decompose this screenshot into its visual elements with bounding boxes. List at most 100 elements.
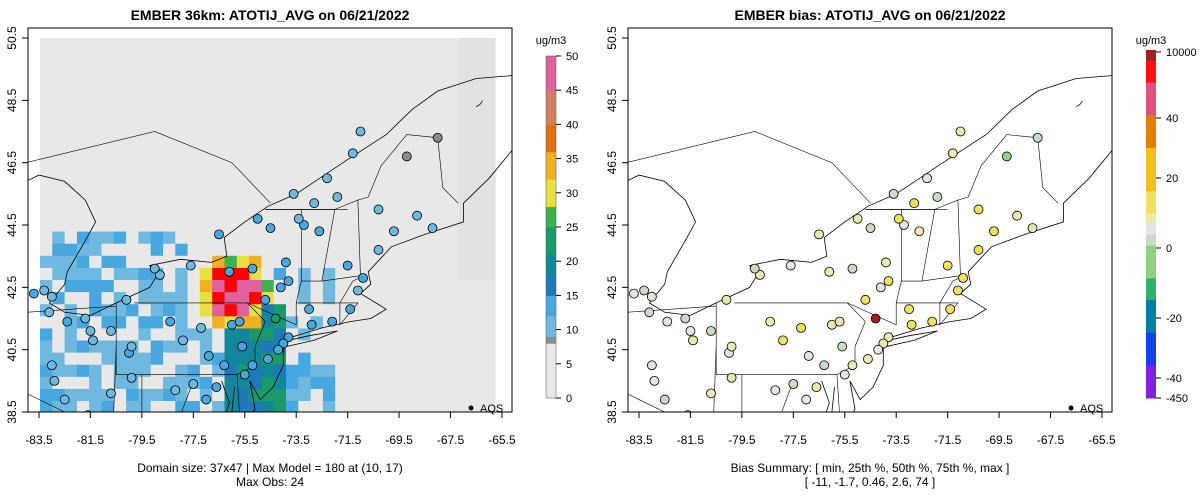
grid-cell <box>150 146 164 160</box>
grid-cell <box>89 50 102 63</box>
colorbar-segment <box>546 356 556 365</box>
grid-cell <box>101 231 115 245</box>
grid-cell <box>40 316 53 329</box>
grid-cell <box>150 62 164 75</box>
grid-cell <box>224 122 238 136</box>
grid-cell <box>409 304 422 317</box>
grid-cell <box>470 388 484 402</box>
grid-cell <box>76 183 90 196</box>
grid-cell <box>298 401 312 412</box>
grid-cell <box>89 98 102 112</box>
grid-cell <box>409 352 422 366</box>
aqs-station <box>1001 151 1012 162</box>
grid-cell <box>322 195 336 208</box>
grid-cell <box>126 328 139 341</box>
grid-cell <box>421 86 435 99</box>
grid-cell <box>224 231 238 245</box>
grid-cell <box>150 401 164 412</box>
grid-cell <box>433 38 447 51</box>
x-tick-label: -69.5 <box>385 433 413 447</box>
grid-cell <box>163 219 176 233</box>
grid-cell <box>40 243 53 257</box>
grid-cell <box>76 388 90 402</box>
grid-cell <box>359 231 373 245</box>
grid-cell <box>421 134 435 148</box>
grid-cell <box>175 207 189 220</box>
aqs-station <box>432 132 443 143</box>
grid-cell <box>359 388 373 402</box>
colorbar-segment <box>546 179 556 187</box>
grid-cell <box>433 280 447 293</box>
grid-cell <box>347 62 361 75</box>
grid-cell <box>40 219 53 233</box>
grid-cell <box>212 292 225 305</box>
grid-cell <box>76 207 90 220</box>
grid-cell <box>113 50 127 63</box>
grid-cell <box>199 110 213 124</box>
grid-cell <box>347 207 361 220</box>
grid-cell <box>372 292 385 305</box>
aqs-station <box>909 198 920 209</box>
state-border <box>713 346 717 412</box>
grid-cell <box>335 134 348 148</box>
grid-cell <box>101 183 115 196</box>
grid-cell <box>249 292 262 305</box>
grid-cell <box>359 110 373 124</box>
grid-cell <box>421 74 435 87</box>
colorbar-segment <box>1146 158 1156 171</box>
grid-cell <box>445 340 459 354</box>
grid-cell <box>310 86 324 99</box>
grid-cell <box>126 110 139 124</box>
colorbar-tick-label: 45 <box>566 85 578 97</box>
y-tick-label: 50.5 <box>605 26 619 50</box>
aqs-station <box>345 304 356 315</box>
grid-cell <box>64 183 78 196</box>
grid-cell <box>40 231 53 245</box>
aqs-station <box>852 213 863 224</box>
grid-cell <box>89 352 102 366</box>
station-markers <box>28 126 443 412</box>
aqs-station <box>275 282 286 293</box>
aqs-station <box>170 385 181 396</box>
y-tick-label: 46.5 <box>5 151 19 175</box>
grid-cell <box>113 304 127 317</box>
grid-cell <box>298 388 312 402</box>
state-border <box>28 131 271 204</box>
grid-cell <box>138 340 152 354</box>
colorbar-tick-label: 20 <box>566 256 578 268</box>
grid-cell <box>458 134 471 148</box>
grid-cell <box>224 38 238 51</box>
grid-cell <box>187 207 201 220</box>
grid-cell <box>138 86 152 99</box>
grid-cell <box>396 110 410 124</box>
state-border <box>628 305 717 313</box>
aqs-station <box>283 332 294 343</box>
grid-cell <box>445 171 459 184</box>
colorbar-segment <box>546 62 556 71</box>
x-tick-label: -65.5 <box>1088 433 1116 447</box>
grid-cell <box>298 267 312 281</box>
grid-cell <box>310 340 324 354</box>
grid-cell <box>470 159 484 172</box>
grid-cell <box>273 243 287 257</box>
grid-cell <box>76 159 90 172</box>
grid-cell <box>40 122 53 136</box>
grid-cell <box>101 280 115 293</box>
grid-cell <box>310 146 324 160</box>
grid-cell <box>298 74 312 87</box>
grid-cell <box>273 74 287 87</box>
grid-cell <box>199 171 213 184</box>
grid-cell <box>236 110 250 124</box>
grid-cell <box>113 328 127 341</box>
grid-cell <box>150 231 164 245</box>
grid-cell <box>372 146 385 160</box>
grid-cell <box>445 122 459 136</box>
aqs-station <box>796 322 806 333</box>
grid-cell <box>113 388 127 402</box>
aqs-station <box>685 326 696 336</box>
colorbar-tick-label: 0 <box>1166 243 1172 255</box>
grid-cell <box>199 159 213 172</box>
grid-cell <box>409 292 422 305</box>
grid-cell <box>421 146 435 160</box>
aqs-station <box>878 338 889 349</box>
